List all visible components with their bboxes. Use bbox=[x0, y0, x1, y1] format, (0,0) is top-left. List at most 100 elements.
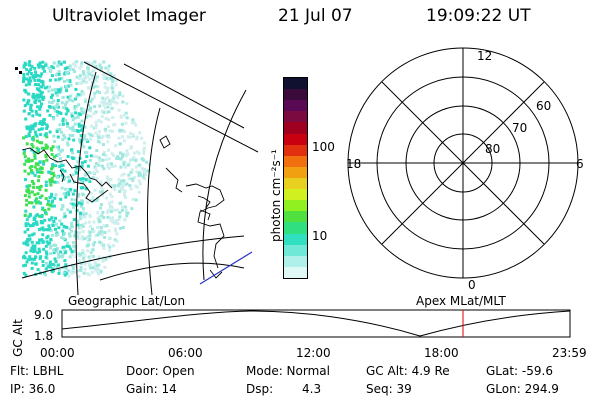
aurora-pixel bbox=[30, 190, 34, 194]
aurora-pixel bbox=[68, 126, 72, 130]
aurora-pixel bbox=[41, 226, 45, 230]
aurora-pixel bbox=[62, 80, 66, 83]
aurora-pixel bbox=[31, 171, 35, 175]
aurora-pixel bbox=[32, 123, 36, 127]
aurora-pixel bbox=[94, 234, 98, 238]
aurora-pixel bbox=[36, 63, 40, 67]
aurora-pixel bbox=[105, 134, 109, 138]
aurora-pixel bbox=[37, 228, 41, 232]
aurora-pixel bbox=[88, 180, 92, 183]
aurora-pixel bbox=[136, 164, 140, 168]
aurora-pixel bbox=[48, 85, 51, 89]
mlat-label-70: 70 bbox=[512, 121, 527, 135]
aurora-pixel bbox=[73, 189, 77, 193]
aurora-pixel bbox=[30, 201, 34, 205]
aurora-pixel bbox=[46, 242, 50, 246]
aurora-pixel bbox=[22, 77, 26, 81]
aurora-pixel bbox=[23, 169, 27, 173]
aurora-pixel bbox=[69, 269, 73, 273]
aurora-pixel bbox=[34, 220, 38, 224]
aurora-pixel bbox=[142, 141, 146, 145]
aurora-pixel bbox=[130, 158, 134, 161]
aurora-pixel bbox=[92, 112, 96, 116]
aurora-pixel bbox=[80, 224, 83, 227]
aurora-pixel bbox=[77, 192, 81, 196]
aurora-pixel bbox=[102, 150, 106, 154]
aurora-pixel bbox=[37, 78, 41, 82]
aurora-pixel bbox=[78, 177, 82, 181]
aurora-pixel bbox=[134, 165, 138, 169]
aurora-pixel bbox=[87, 177, 91, 181]
timeline-y-tick-1.8: 1.8 bbox=[34, 329, 53, 343]
aurora-pixel bbox=[108, 245, 112, 249]
aurora-pixel bbox=[106, 125, 110, 129]
aurora-pixel bbox=[65, 89, 69, 93]
aurora-pixel bbox=[43, 218, 47, 222]
aurora-pixel bbox=[63, 214, 67, 218]
aurora-pixel bbox=[89, 109, 93, 113]
aurora-pixel bbox=[37, 95, 40, 99]
aurora-pixel bbox=[73, 116, 77, 120]
aurora-pixel bbox=[92, 85, 96, 89]
aurora-pixel bbox=[91, 254, 95, 258]
aurora-pixel bbox=[91, 176, 95, 180]
geographic-map bbox=[15, 60, 259, 295]
aurora-pixel bbox=[123, 183, 127, 187]
aurora-pixel bbox=[38, 160, 42, 164]
aurora-pixel bbox=[107, 118, 111, 122]
aurora-pixel bbox=[110, 98, 114, 102]
aurora-pixel bbox=[89, 266, 93, 270]
aurora-pixel bbox=[78, 252, 82, 256]
aurora-pixel bbox=[115, 218, 119, 222]
aurora-pixel bbox=[29, 108, 33, 111]
aurora-pixel bbox=[79, 93, 82, 97]
aurora-pixel bbox=[61, 253, 65, 257]
mlt-label-18: 18 bbox=[346, 157, 361, 171]
aurora-pixel bbox=[79, 226, 83, 230]
aurora-pixel bbox=[87, 108, 91, 112]
aurora-pixel bbox=[27, 81, 31, 85]
aurora-pixel bbox=[29, 249, 33, 253]
colorbar-band-4 bbox=[284, 122, 307, 134]
aurora-pixel bbox=[144, 173, 148, 177]
aurora-pixel bbox=[71, 202, 75, 206]
timeline-frame bbox=[61, 309, 571, 338]
aurora-pixel bbox=[53, 140, 57, 143]
aurora-pixel bbox=[86, 86, 90, 90]
aurora-pixel bbox=[82, 271, 86, 275]
aurora-pixel bbox=[33, 83, 37, 87]
aurora-pixel bbox=[54, 227, 57, 231]
aurora-pixel bbox=[120, 208, 124, 212]
aurora-pixel bbox=[59, 90, 63, 94]
aurora-pixel bbox=[86, 67, 90, 71]
aurora-pixel bbox=[35, 222, 39, 226]
aurora-pixel bbox=[106, 181, 110, 185]
aurora-pixel bbox=[28, 76, 32, 80]
aurora-pixel bbox=[74, 97, 77, 101]
aurora-pixel bbox=[98, 240, 102, 244]
aurora-pixel bbox=[59, 112, 63, 115]
aurora-pixel bbox=[37, 175, 41, 179]
aurora-pixel bbox=[68, 67, 72, 71]
aurora-pixel bbox=[45, 158, 49, 162]
aurora-pixel bbox=[102, 60, 106, 64]
aurora-pixel bbox=[79, 64, 83, 68]
aurora-pixel bbox=[101, 188, 105, 192]
aurora-pixel bbox=[113, 188, 117, 192]
aurora-pixel bbox=[50, 74, 54, 78]
aurora-pixel bbox=[70, 148, 74, 152]
aurora-pixel bbox=[57, 90, 61, 94]
aurora-pixel bbox=[30, 233, 34, 237]
aurora-pixel bbox=[124, 196, 128, 200]
aurora-pixel bbox=[30, 148, 34, 152]
aurora-pixel bbox=[121, 225, 125, 229]
aurora-pixel bbox=[60, 76, 64, 80]
aurora-pixel bbox=[106, 162, 110, 166]
aurora-pixel bbox=[53, 109, 57, 113]
aurora-pixel bbox=[127, 173, 131, 177]
aurora-pixel bbox=[108, 129, 112, 133]
aurora-pixel bbox=[103, 101, 107, 105]
aurora-pixel bbox=[24, 77, 28, 81]
aurora-pixel bbox=[51, 93, 54, 97]
aurora-pixel bbox=[48, 263, 52, 267]
